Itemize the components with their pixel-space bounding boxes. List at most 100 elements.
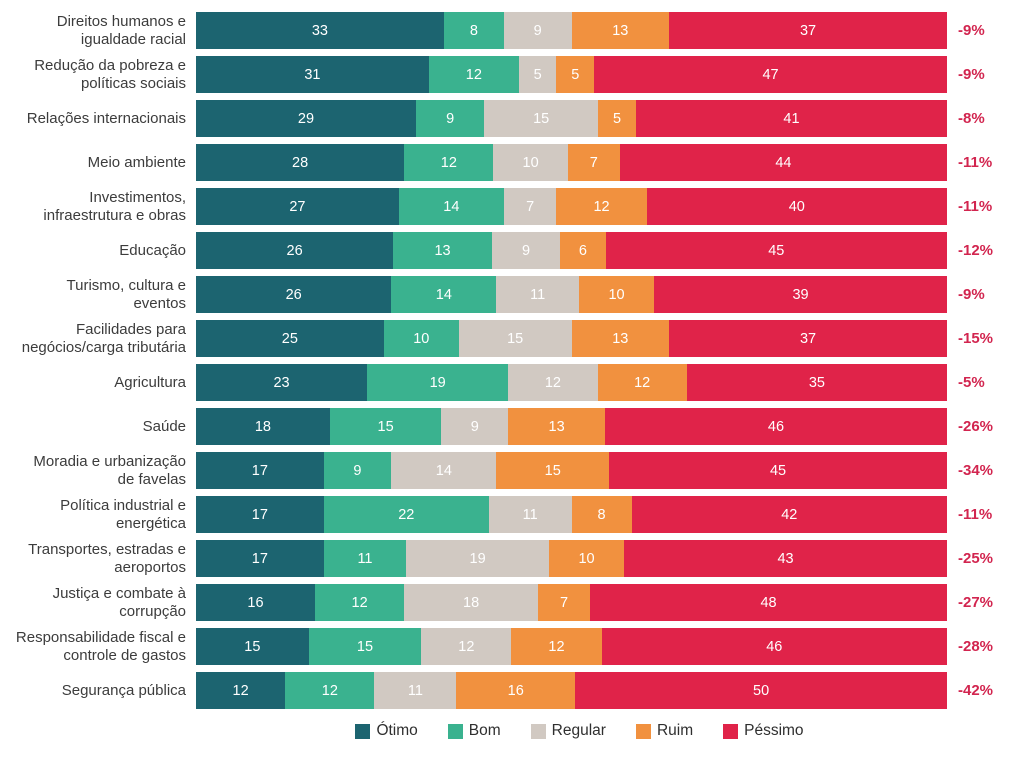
segment-value: 13 bbox=[434, 242, 451, 259]
segment-otimo: 17 bbox=[196, 540, 324, 577]
net-change-label: -9% bbox=[958, 286, 985, 303]
segment-value: 12 bbox=[544, 374, 561, 391]
segment-value: 12 bbox=[465, 66, 482, 83]
segment-ruim: 16 bbox=[456, 672, 576, 709]
segment-value: 10 bbox=[413, 330, 430, 347]
legend-item-ruim: Ruim bbox=[635, 722, 694, 740]
chart-row: Moradia e urbanização de favelas 17 9 14 15… bbox=[0, 452, 1017, 489]
segment-ruim: 13 bbox=[571, 320, 670, 357]
segment-value: 48 bbox=[760, 594, 777, 611]
stacked-bar: 28 12 10 7 44 bbox=[196, 144, 948, 181]
segment-value: 18 bbox=[254, 418, 271, 435]
segment-value: 50 bbox=[753, 682, 770, 699]
chart-row: Redução da pobreza e políticas sociais 3… bbox=[0, 56, 1017, 93]
segment-ruim: 6 bbox=[560, 232, 606, 269]
chart-row: Educação 26 13 9 6 45 -12% bbox=[0, 232, 1017, 269]
segment-value: 9 bbox=[533, 22, 542, 39]
segment-value: 43 bbox=[777, 550, 794, 567]
segment-value: 11 bbox=[522, 506, 538, 523]
segment-regular: 9 bbox=[503, 12, 572, 49]
stacked-bar: 12 12 11 16 50 bbox=[196, 672, 948, 709]
segment-value: 11 bbox=[530, 286, 546, 303]
segment-ruim: 12 bbox=[556, 188, 647, 225]
segment-value: 7 bbox=[560, 594, 569, 611]
stacked-bar: 17 11 19 10 43 bbox=[196, 540, 947, 577]
chart-row: Política industrial e energética 17 22 11 8… bbox=[0, 496, 1017, 533]
net-change-label: -12% bbox=[958, 242, 994, 259]
net-change-label: -34% bbox=[958, 462, 994, 479]
segment-bom: 22 bbox=[323, 496, 489, 533]
category-label: Justiça e combate à corrupção bbox=[52, 585, 186, 620]
segment-value: 10 bbox=[578, 550, 595, 567]
segment-otimo: 17 bbox=[196, 496, 324, 533]
category-label: Redução da pobreza e políticas sociais bbox=[34, 57, 186, 92]
segment-otimo: 33 bbox=[196, 12, 444, 49]
category-label: Relações internacionais bbox=[26, 109, 186, 127]
segment-bom: 19 bbox=[367, 364, 509, 401]
segment-value: 23 bbox=[273, 374, 290, 391]
segment-value: 15 bbox=[244, 638, 261, 655]
segment-regular: 15 bbox=[484, 100, 599, 137]
segment-regular: 18 bbox=[404, 584, 539, 621]
net-change-label: -9% bbox=[958, 22, 985, 39]
segment-otimo: 31 bbox=[196, 56, 429, 93]
segment-bom: 9 bbox=[415, 100, 485, 137]
segment-otimo: 27 bbox=[196, 188, 399, 225]
segment-bom: 9 bbox=[323, 452, 392, 489]
category-label: Saúde bbox=[142, 417, 186, 435]
segment-bom: 15 bbox=[308, 628, 422, 665]
chart-row: Meio ambiente 28 12 10 7 44 -11% bbox=[0, 144, 1017, 181]
segment-value: 18 bbox=[463, 594, 480, 611]
segment-value: 6 bbox=[578, 242, 587, 259]
category-label: Segurança pública bbox=[61, 681, 186, 699]
segment-value: 5 bbox=[533, 66, 542, 83]
category-label: Educação bbox=[119, 241, 186, 259]
segment-otimo: 18 bbox=[196, 408, 330, 445]
category-label: Moradia e urbanização de favelas bbox=[33, 453, 186, 488]
segment-value: 12 bbox=[634, 374, 651, 391]
category-label: Turismo, cultura e eventos bbox=[66, 277, 186, 312]
segment-otimo: 26 bbox=[196, 276, 392, 313]
segment-ruim: 13 bbox=[508, 408, 605, 445]
segment-value: 37 bbox=[799, 22, 817, 39]
segment-regular: 5 bbox=[518, 56, 557, 93]
stacked-bar: 17 9 14 15 45 bbox=[196, 452, 948, 489]
segment-ruim: 8 bbox=[571, 496, 632, 533]
net-change-label: -11% bbox=[958, 198, 993, 215]
segment-regular: 11 bbox=[496, 276, 580, 313]
segment-ruim: 7 bbox=[538, 584, 591, 621]
legend-item-bom: Bom bbox=[447, 722, 501, 740]
segment-bom: 12 bbox=[314, 584, 405, 621]
chart-row: Relações internacionais 29 9 15 5 41 -8% bbox=[0, 100, 1017, 137]
legend: Ótimo Bom Regular Ruim Péssimo bbox=[204, 722, 955, 740]
segment-value: 15 bbox=[533, 110, 550, 127]
segment-ruim: 12 bbox=[597, 364, 687, 401]
segment-value: 33 bbox=[311, 22, 328, 39]
segment-regular: 7 bbox=[503, 188, 557, 225]
chart-row: Investimentos, infraestrutura e obras 27… bbox=[0, 188, 1017, 225]
category-label: Agricultura bbox=[114, 373, 186, 391]
legend-swatch-icon bbox=[635, 723, 651, 739]
segment-ruim: 15 bbox=[496, 452, 610, 489]
segment-otimo: 28 bbox=[196, 144, 405, 181]
segment-value: 15 bbox=[544, 462, 561, 479]
segment-value: 9 bbox=[353, 462, 362, 479]
segment-pessimo: 42 bbox=[631, 496, 947, 533]
segment-value: 41 bbox=[783, 110, 800, 127]
category-label: Facilidades para negócios/carga tributár… bbox=[21, 321, 186, 356]
legend-label: Ruim bbox=[656, 722, 694, 739]
segment-pessimo: 47 bbox=[594, 56, 947, 93]
chart-row: Justiça e combate à corrupção 16 12 18 7 48 … bbox=[0, 584, 1017, 621]
segment-bom: 12 bbox=[428, 56, 519, 93]
segment-pessimo: 45 bbox=[609, 452, 948, 489]
segment-value: 8 bbox=[597, 506, 606, 523]
segment-value: 12 bbox=[593, 198, 610, 215]
segment-bom: 13 bbox=[393, 232, 492, 269]
segment-pessimo: 46 bbox=[604, 408, 947, 445]
segment-value: 14 bbox=[435, 286, 452, 303]
stacked-bar: 15 15 12 12 46 bbox=[196, 628, 948, 665]
segment-ruim: 13 bbox=[571, 12, 670, 49]
segment-regular: 11 bbox=[488, 496, 572, 533]
legend-label: Péssimo bbox=[744, 722, 804, 739]
net-change-label: -28% bbox=[958, 638, 994, 655]
